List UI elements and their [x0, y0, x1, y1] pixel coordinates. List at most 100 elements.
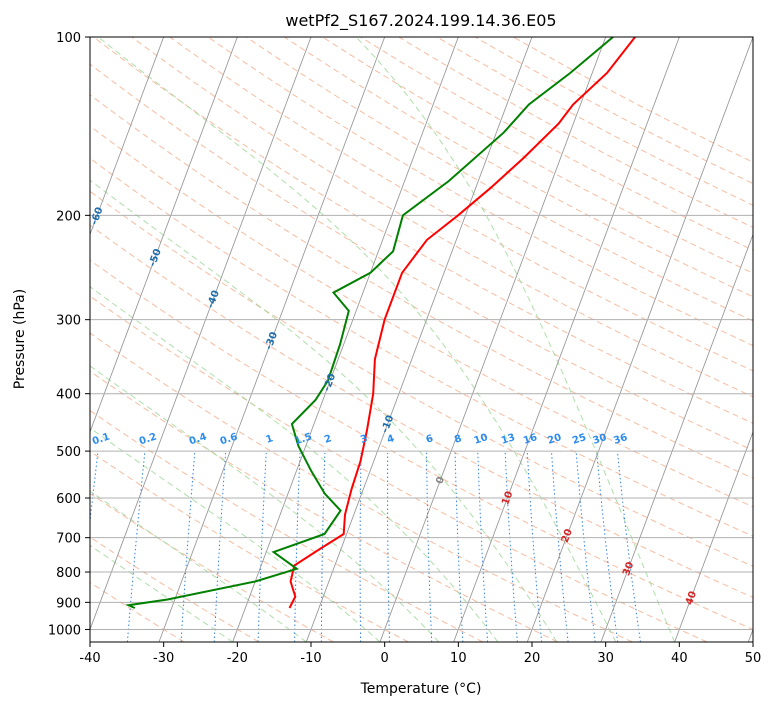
mixing-ratio-line: [77, 453, 98, 642]
mixing-ratio-line: [455, 453, 463, 642]
mixing-ratio-label: 36: [612, 432, 629, 447]
x-tick-label: -30: [153, 651, 174, 666]
dry-adiabat-line: [475, 37, 775, 642]
isotherm-label: 20: [560, 527, 575, 544]
isotherm-line: [748, 37, 775, 642]
plot-frame: [90, 37, 753, 642]
mixing-ratio-line: [576, 453, 595, 642]
x-tick-label: 10: [450, 651, 467, 666]
y-axis-label: Pressure (hPa): [12, 289, 28, 389]
dry-adiabat-line: [0, 37, 408, 642]
mixing-ratio-line: [258, 453, 266, 642]
y-tick-label: 300: [56, 314, 81, 329]
isotherm-line: [601, 37, 775, 642]
isotherm-label: -10: [380, 414, 397, 435]
mixing-ratio-label: 3: [359, 433, 369, 446]
dry-adiabat-line: [94, 37, 775, 642]
dry-adiabat-line: [208, 37, 775, 642]
mixing-ratio-line: [388, 453, 390, 642]
dry-adiabat-line: [284, 37, 775, 642]
mixing-ratio-label: 1: [264, 433, 274, 446]
y-tick-label: 1000: [48, 623, 81, 638]
isotherm-label: 10: [500, 490, 515, 507]
mixing-ratio-label: 0.1: [91, 432, 111, 448]
isotherm-label: -20: [322, 372, 339, 393]
mixing-ratio-label: 6: [425, 433, 435, 446]
mixing-ratio-line: [478, 453, 488, 642]
y-tick-label: 800: [56, 566, 81, 581]
mixing-ratio-line: [552, 453, 569, 642]
mixing-ratio-label: 8: [453, 433, 463, 446]
dry-adiabat-line: [0, 37, 334, 642]
isotherm-line: [306, 37, 532, 642]
x-tick-label: 50: [745, 651, 762, 666]
dry-adiabat-line: [132, 37, 775, 642]
mixing-ratio-line: [295, 453, 300, 642]
mixing-ratio-line: [618, 453, 641, 642]
dry-adiabat-line: [17, 37, 775, 642]
y-tick-label: 100: [56, 31, 81, 46]
moist-adiabat-line: [0, 62, 380, 643]
moist-adiabat-line: [0, 158, 233, 642]
y-tick-label: 900: [56, 596, 81, 611]
mixing-ratio-line: [127, 453, 144, 642]
dry-adiabat-line: [0, 37, 558, 642]
dry-adiabat-line: [513, 37, 775, 642]
dry-adiabat-line: [361, 37, 775, 642]
plot-area: -100-90-80-70-60-50-40-30-20-10010203040…: [0, 36, 775, 642]
isotherm-label: -60: [89, 206, 106, 227]
mixing-ratio-label: 1.5: [293, 432, 313, 448]
y-tick-label: 600: [56, 492, 81, 507]
mixing-ratio-line: [181, 453, 195, 642]
y-tick-label: 400: [56, 388, 81, 403]
dry-adiabat-line: [0, 37, 707, 642]
isotherm-line: [380, 37, 606, 642]
mixing-ratio-label: 0.4: [188, 432, 208, 448]
mixing-ratio-line: [505, 453, 517, 642]
isotherm-line: [454, 37, 680, 642]
x-tick-label: 30: [597, 651, 614, 666]
x-tick-label: 0: [381, 651, 389, 666]
mixing-ratio-line: [214, 453, 225, 642]
x-axis-label: Temperature (°C): [360, 681, 482, 697]
y-tick-label: 700: [56, 532, 81, 547]
isotherm-line: [675, 37, 775, 642]
mixing-ratio-label: 2: [323, 433, 333, 446]
moist-adiabat-line: [98, 37, 616, 642]
x-tick-label: -20: [227, 651, 248, 666]
dry-adiabat-line: [323, 37, 775, 642]
mixing-ratio-line: [597, 453, 618, 642]
isotherm-label: -40: [205, 289, 222, 310]
isotherm-line: [12, 37, 238, 642]
x-tick-label: 40: [671, 651, 688, 666]
mixing-ratio-line: [360, 453, 361, 642]
isotherm-label: -70: [31, 164, 48, 185]
mixing-ratio-label: 13: [500, 432, 517, 447]
chart-title: wetPf2_S167.2024.199.14.36.E05: [285, 11, 556, 31]
isotherm-label: -30: [263, 331, 280, 352]
moist-adiabat-line: [0, 114, 306, 642]
dewpoint-line: [129, 37, 614, 608]
moist-adiabat-line: [356, 37, 675, 642]
mixing-ratio-label: 20: [546, 432, 563, 447]
x-tick-label: -10: [300, 651, 321, 666]
mixing-ratio-line: [527, 453, 541, 642]
mixing-ratio-label: 0.2: [138, 432, 158, 448]
dry-adiabat-line: [0, 37, 483, 642]
mixing-ratio-label: 0.6: [219, 432, 239, 448]
dry-adiabat-line: [246, 37, 775, 642]
y-tick-label: 500: [56, 445, 81, 460]
mixing-ratio-label: 16: [522, 432, 539, 447]
mixing-ratio-label: 30: [592, 432, 609, 447]
isotherm-label: 0: [434, 475, 447, 485]
mixing-ratio-label: 10: [473, 432, 490, 447]
mixing-ratio-label: 4: [386, 433, 396, 446]
x-tick-label: 20: [524, 651, 541, 666]
mixing-ratio-label: 25: [571, 432, 588, 447]
isotherm-label: -50: [147, 247, 164, 268]
moist-adiabat-line: [0, 37, 498, 642]
x-tick-label: -40: [79, 651, 100, 666]
